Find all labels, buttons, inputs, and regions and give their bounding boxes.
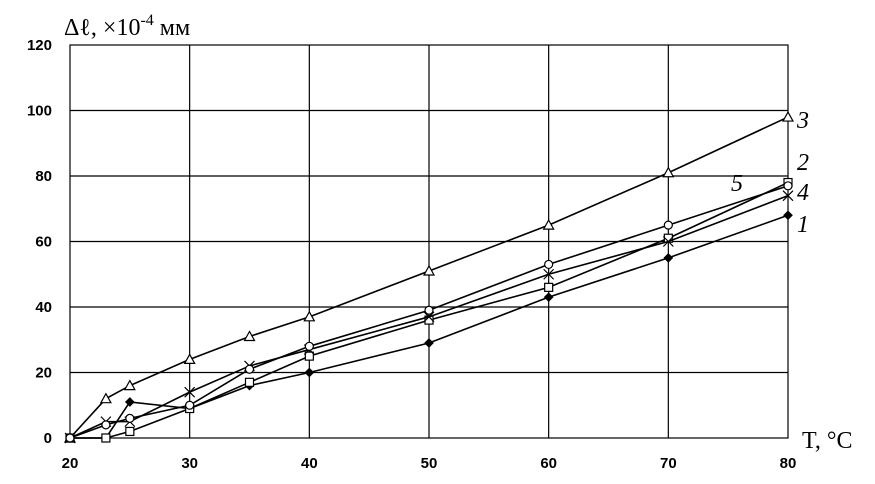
data-point — [125, 426, 135, 437]
data-point — [662, 236, 674, 247]
y-tick-label: 0 — [44, 430, 52, 447]
x-tick-label: 30 — [181, 455, 198, 472]
x-tick-label: 20 — [62, 455, 79, 472]
data-point — [184, 386, 196, 398]
data-point — [662, 166, 675, 178]
y-tick-label: 20 — [35, 365, 52, 382]
data-point — [304, 351, 314, 361]
data-point — [304, 367, 315, 378]
series-line-2 — [70, 181, 789, 439]
y-axis-title: Δℓ, ×10-4 мм — [64, 12, 190, 41]
data-point — [101, 433, 111, 443]
data-point — [544, 282, 554, 292]
data-point — [125, 413, 135, 423]
x-tick-label: 40 — [301, 455, 318, 472]
x-tick-label: 60 — [540, 455, 557, 472]
data-point — [243, 330, 256, 342]
data-point — [123, 379, 136, 391]
data-point — [422, 264, 436, 276]
plot-frame — [69, 44, 789, 439]
grid — [70, 45, 788, 438]
data-point — [101, 420, 111, 430]
series-label-4: 4 — [797, 180, 809, 206]
y-tick-label: 60 — [35, 234, 52, 251]
data-point — [781, 110, 795, 122]
data-point — [663, 253, 674, 263]
data-point — [244, 364, 255, 374]
series-5 — [65, 181, 793, 443]
data-point — [542, 218, 555, 230]
y-tick-label: 80 — [35, 168, 52, 185]
data-point — [782, 190, 794, 202]
series-line-1 — [70, 214, 789, 439]
series-label-5: 5 — [731, 171, 743, 197]
data-point — [663, 220, 673, 230]
series-3 — [63, 110, 795, 443]
x-tick-label: 80 — [780, 455, 797, 472]
data-point — [424, 338, 434, 348]
data-point — [543, 268, 555, 280]
x-axis-title: T, °С — [802, 428, 852, 454]
data-point — [543, 292, 554, 303]
series-label-2: 2 — [797, 150, 809, 176]
series-label-1: 1 — [797, 212, 809, 238]
data-point — [304, 341, 314, 351]
series-label-3: 3 — [796, 108, 809, 134]
data-point — [783, 210, 793, 221]
data-point — [423, 311, 435, 323]
y-tick-label: 120 — [27, 37, 52, 54]
data-point — [99, 392, 112, 404]
series — [63, 110, 795, 444]
data-point — [783, 181, 793, 191]
series-line-5 — [69, 185, 789, 439]
series-line-3 — [69, 116, 789, 439]
data-point — [185, 400, 195, 410]
data-point — [65, 433, 75, 443]
x-axis-ticks: 20 30 40 50 60 70 80 — [62, 455, 797, 472]
data-point — [124, 397, 135, 407]
data-point — [544, 259, 554, 270]
data-point — [183, 353, 196, 364]
x-tick-label: 70 — [660, 455, 677, 472]
data-point — [303, 310, 316, 322]
data-point — [424, 305, 434, 315]
x-tick-label: 50 — [421, 455, 438, 472]
data-point — [244, 377, 255, 387]
y-tick-label: 100 — [27, 103, 52, 120]
y-axis-ticks: 0 20 40 60 80 100 120 — [27, 37, 52, 447]
y-tick-label: 40 — [35, 299, 52, 316]
series-labels: 1 2 3 4 5 — [731, 108, 809, 238]
